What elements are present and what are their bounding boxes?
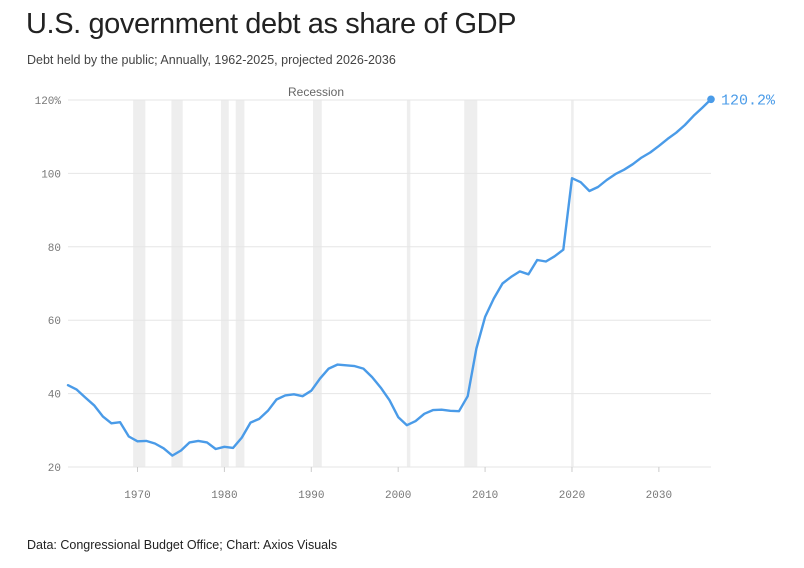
y-tick-label: 40 (48, 390, 61, 402)
recession-band-4 (235, 100, 245, 467)
y-axis: 20 40 60 80 100 120% (35, 96, 62, 475)
x-tick-label: 2000 (385, 490, 411, 502)
recession-band-1 (133, 100, 146, 467)
y-tick-label: 80 (48, 243, 61, 255)
end-point-marker (707, 95, 715, 104)
y-tick-label: 20 (48, 463, 61, 475)
end-value-label: 120.2% (721, 92, 776, 109)
x-tick-label: 1980 (211, 490, 237, 502)
x-tick-label: 2030 (646, 490, 672, 502)
recession-band-6 (406, 100, 411, 467)
recession-band-7 (464, 100, 478, 467)
x-axis: 1970 1980 1990 2000 2010 2020 2030 (124, 467, 672, 502)
x-tick-label: 1970 (124, 490, 150, 502)
source-note: Data: Congressional Budget Office; Chart… (27, 538, 338, 552)
recession-band-2 (171, 100, 183, 467)
chart-title: U.S. government debt as share of GDP (26, 8, 517, 40)
recession-band-3 (220, 100, 229, 467)
chart-subtitle: Debt held by the public; Annually, 1962-… (27, 53, 396, 67)
y-tick-label: 60 (48, 316, 61, 328)
y-tick-label: 120% (35, 96, 62, 108)
recession-bands (133, 100, 574, 467)
y-tick-label: 100 (41, 169, 61, 181)
gridlines (68, 99, 711, 468)
recession-band-8 (571, 100, 574, 467)
recession-band-5 (313, 100, 322, 467)
x-tick-label: 2010 (472, 490, 498, 502)
x-tick-label: 1990 (298, 490, 324, 502)
recession-label: Recession (288, 85, 344, 99)
x-tick-label: 2020 (559, 490, 585, 502)
debt-series-line (66, 98, 713, 457)
